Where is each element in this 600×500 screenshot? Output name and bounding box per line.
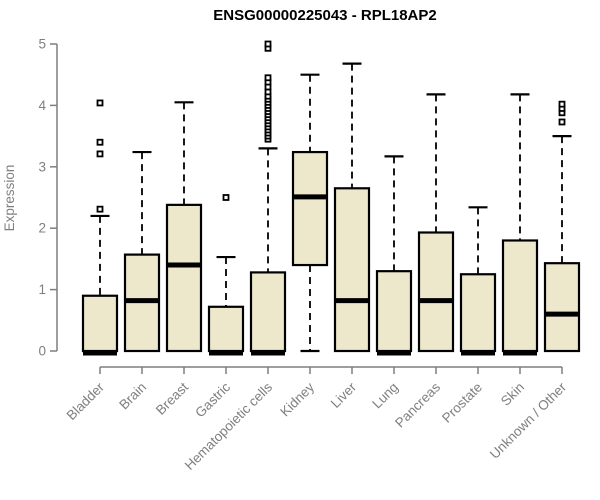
outlier-point [558, 100, 566, 108]
boxplot-liver [333, 62, 371, 353]
x-tick-label: Liver [328, 379, 360, 411]
outlier-point [96, 138, 104, 146]
x-tick-label: Bladder [64, 379, 108, 423]
boxplot-gastric [207, 194, 245, 356]
x-tick-label: Prostate [439, 380, 485, 426]
chart-title: ENSG00000225043 - RPL18AP2 [213, 7, 436, 24]
boxplot-series [81, 40, 581, 356]
y-tick-label: 2 [38, 221, 46, 236]
box [375, 270, 413, 353]
boxplot-prostate [459, 206, 497, 356]
y-tick-label: 1 [38, 282, 46, 297]
boxplot-pancreas [417, 93, 455, 353]
x-tick-label: Lung [369, 380, 401, 412]
x-tick-label: Gastric [192, 379, 233, 420]
x-tick-label: Brain [116, 380, 149, 413]
boxplot-bladder [81, 99, 119, 356]
boxplot-skin [501, 93, 539, 356]
outlier-point [264, 74, 272, 82]
boxplot-kidney [291, 73, 329, 353]
outlier-point [558, 118, 566, 126]
boxplot-unknown-other [543, 100, 581, 353]
outlier-point [96, 205, 104, 213]
x-tick-label: Skin [498, 380, 527, 409]
x-tick-label: Pancreas [392, 379, 443, 430]
box [207, 305, 245, 353]
boxplot-hematopoietic-cells [249, 40, 287, 356]
box [417, 231, 455, 353]
boxplot-lung [375, 155, 413, 356]
boxplot-breast [165, 101, 203, 353]
outlier-point [96, 99, 104, 107]
outlier-point [264, 40, 272, 48]
box [291, 150, 329, 267]
x-tick-label: Unknown / Other [487, 379, 570, 462]
box [165, 203, 203, 353]
outlier-point [96, 150, 104, 158]
boxplot-brain [123, 150, 161, 353]
y-tick-label: 4 [38, 98, 46, 113]
box [81, 294, 119, 353]
x-tick-label: Breast [153, 379, 191, 417]
box [459, 273, 497, 353]
axes: 0 1 2 3 4 5 [38, 37, 563, 374]
box [249, 271, 287, 353]
y-tick-label: 3 [38, 159, 46, 174]
y-tick-label: 5 [38, 37, 46, 52]
y-axis-label: Expression [2, 165, 17, 232]
box [543, 262, 581, 353]
box [333, 187, 371, 353]
box [501, 239, 539, 353]
outlier-point [222, 194, 230, 201]
x-tick-label: Kidney [277, 379, 317, 419]
y-tick-label: 0 [38, 344, 46, 359]
